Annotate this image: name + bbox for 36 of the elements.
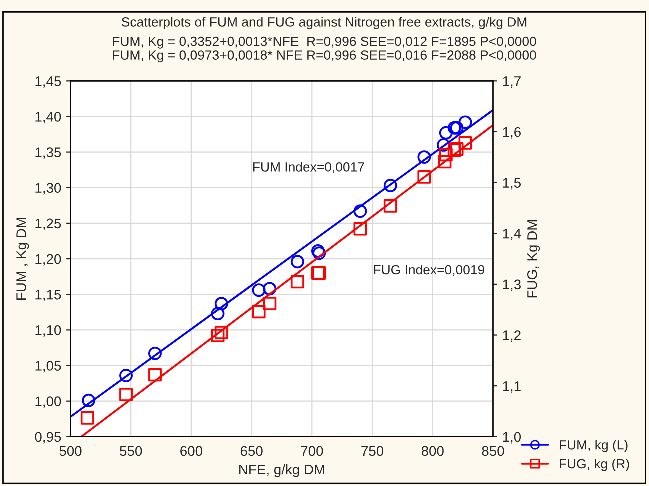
x-axis-title: NFE, g/kg DM bbox=[240, 464, 324, 478]
x-tick-label: 800 bbox=[422, 446, 444, 456]
y-tick-label: 1,20 bbox=[36, 254, 62, 266]
y-tick-label: 1,40 bbox=[36, 112, 62, 124]
chart-subtitle: FUM, Kg = 0,3352+0,0013*NFE R=0,996 SEE=0,012 F=1895 P<0,0000 FUM, Kg = 0,0973+0,0018* NFE R=0,996 SEE=0,016 F=2088 P<0,0000 bbox=[113, 36, 536, 63]
x-tick-label: 600 bbox=[180, 446, 202, 456]
y-tick-label: 1,00 bbox=[36, 396, 62, 408]
annotation: FUG Index=0,0019 bbox=[374, 264, 484, 276]
y2-tick-label: 1,0 bbox=[503, 432, 522, 444]
y-tick-label: 0,95 bbox=[35, 432, 62, 444]
y2-tick-label: 1,4 bbox=[503, 229, 522, 240]
x-tick-label: 550 bbox=[120, 446, 142, 456]
y-tick-label: 1,15 bbox=[36, 290, 62, 302]
x-tick-label: 750 bbox=[362, 446, 384, 456]
y-tick-label: 1,10 bbox=[36, 326, 62, 337]
x-tick-label: 850 bbox=[482, 446, 504, 456]
x-tick-label: 500 bbox=[60, 446, 82, 456]
y2-axis-title: FUG, Kg DM bbox=[527, 220, 540, 298]
legend-label: FUM, kg (L) bbox=[560, 440, 628, 452]
y2-tick-label: 1,7 bbox=[503, 76, 521, 88]
x-tick-label: 700 bbox=[301, 446, 324, 456]
y-tick-label: 1,45 bbox=[36, 76, 62, 88]
y-axis-title: FUM , Kg DM bbox=[16, 218, 30, 300]
y-tick-label: 1,30 bbox=[36, 183, 62, 195]
y2-tick-label: 1,1 bbox=[503, 382, 521, 393]
y-tick-label: 1,05 bbox=[36, 361, 62, 373]
y2-tick-label: 1,6 bbox=[503, 127, 521, 139]
y-tick-label: 1,25 bbox=[36, 218, 62, 230]
annotation: FUM Index=0,0017 bbox=[254, 162, 364, 174]
y2-tick-label: 1,2 bbox=[503, 330, 521, 342]
chart-title: Scatterplots of FUM and FUG against Nitrogen free extracts, g/kg DM bbox=[122, 17, 527, 30]
legend-label: FUG, kg (R) bbox=[560, 458, 630, 472]
y2-tick-label: 1,3 bbox=[503, 280, 521, 292]
x-tick-label: 650 bbox=[240, 446, 263, 456]
y2-tick-label: 1,5 bbox=[503, 178, 521, 190]
y-tick-label: 1,35 bbox=[36, 148, 62, 160]
